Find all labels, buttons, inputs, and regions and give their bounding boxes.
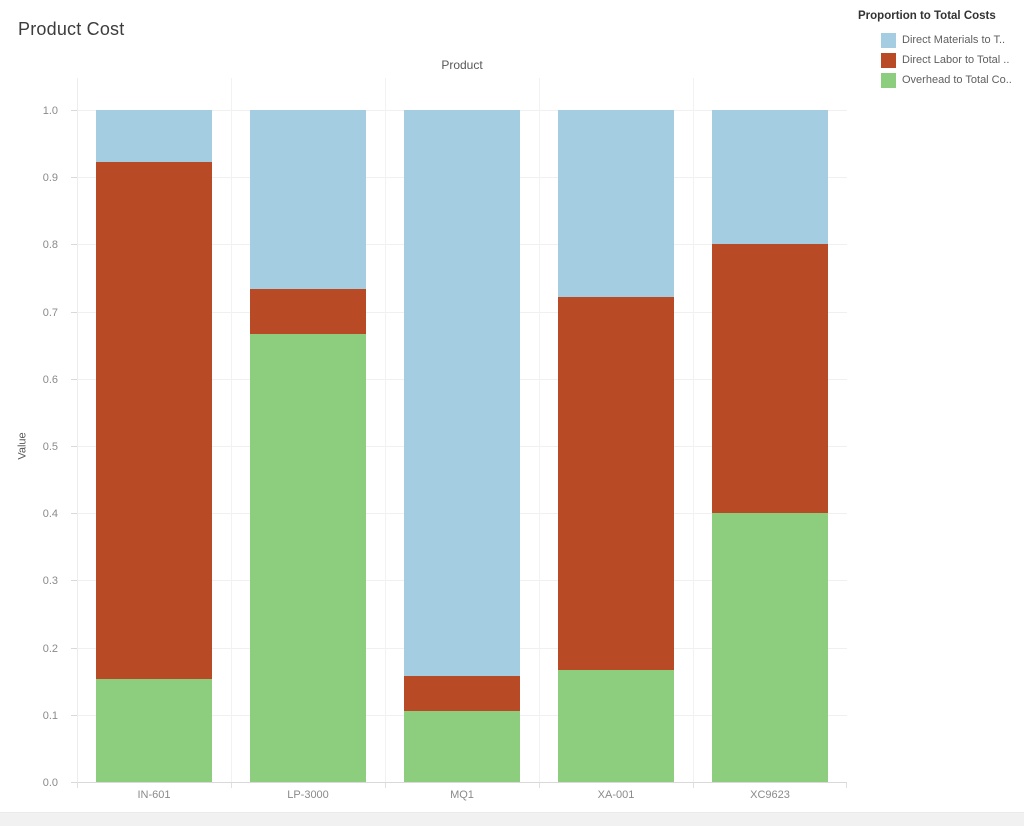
y-tick-mark — [71, 378, 77, 380]
bars-layer — [77, 110, 847, 782]
bar-segment[interactable] — [250, 333, 366, 782]
bar-slot-lp-3000 — [231, 110, 385, 782]
bar-slot-mq1 — [385, 110, 539, 782]
stacked-bar-xa-001 — [558, 110, 674, 782]
x-boundary-tick — [846, 783, 847, 788]
bar-segment[interactable] — [250, 289, 366, 334]
y-tick-label: 0.5 — [42, 441, 58, 453]
bar-segment[interactable] — [712, 244, 828, 514]
x-boundary-tick — [231, 783, 232, 788]
bar-slot-xc9623 — [693, 110, 847, 782]
y-tick-mark — [71, 244, 77, 246]
y-tick-label: 0.0 — [42, 777, 58, 789]
y-tick-mark — [71, 110, 77, 111]
y-tick-label: 0.3 — [42, 575, 58, 588]
x-boundary-tick — [385, 783, 386, 788]
legend-item-direct-labor[interactable]: Direct Labor to Total .. — [858, 50, 1024, 70]
y-tick-mark — [71, 647, 77, 649]
y-tick-mark — [71, 446, 77, 447]
y-tick-label: 0.2 — [42, 642, 58, 655]
legend-item-direct-materials[interactable]: Direct Materials to T.. — [858, 30, 1024, 50]
bar-segment[interactable] — [96, 678, 212, 782]
bar-slot-in-601 — [77, 110, 231, 782]
y-tick-mark — [71, 580, 77, 582]
legend-swatch — [881, 32, 896, 48]
legend-item-label: Direct Labor to Total .. — [902, 54, 1010, 66]
legend-swatch — [881, 72, 896, 88]
bar-segment[interactable] — [558, 110, 674, 297]
legend-swatch — [881, 52, 896, 68]
x-category-label-lp-3000[interactable]: LP-3000 — [287, 789, 329, 801]
legend-title: Proportion to Total Costs — [858, 10, 996, 22]
x-category-label-in-601[interactable]: IN-601 — [137, 789, 171, 801]
bar-segment[interactable] — [250, 110, 366, 290]
x-boundary-tick — [539, 783, 540, 788]
bar-segment[interactable] — [404, 711, 520, 782]
y-tick-label: 0.9 — [42, 172, 58, 185]
y-tick-label: 0.6 — [42, 373, 58, 386]
bar-segment[interactable] — [96, 110, 212, 162]
y-tick-label: 0.1 — [42, 709, 58, 722]
bar-segment[interactable] — [712, 110, 828, 245]
x-boundary-tick — [77, 783, 78, 788]
bar-segment[interactable] — [558, 296, 674, 670]
y-tick-label: 0.4 — [42, 508, 58, 521]
x-category-label-xa-001[interactable]: XA-001 — [597, 789, 635, 801]
viz-title: Product Cost — [18, 19, 125, 39]
y-tick-mark — [71, 513, 77, 515]
y-tick-mark — [71, 311, 77, 313]
y-tick-label: 0.7 — [42, 306, 58, 319]
y-tick-mark — [71, 782, 77, 783]
x-axis-labels: IN-601 LP-3000 MQ1 XA-001 XC9623 — [77, 789, 847, 801]
stacked-bar-in-601 — [96, 110, 212, 782]
y-tick-mark — [71, 177, 77, 179]
x-category-label-mq1[interactable]: MQ1 — [450, 789, 474, 801]
y-tick-label: 0.8 — [42, 239, 58, 252]
column-divider — [693, 78, 694, 782]
bar-segment[interactable] — [404, 110, 520, 676]
x-axis-title: Product — [441, 58, 483, 72]
stacked-bar-xc9623 — [712, 110, 828, 782]
bar-segment[interactable] — [96, 161, 212, 679]
y-tick-label: 1.0 — [42, 105, 58, 117]
y-tick-mark — [71, 714, 77, 716]
legend-item-label: Direct Materials to T.. — [902, 34, 1006, 46]
stacked-bar-mq1 — [404, 110, 520, 782]
column-divider — [385, 78, 386, 782]
bar-segment[interactable] — [404, 675, 520, 712]
legend-item-overhead[interactable]: Overhead to Total Co.. — [858, 70, 1024, 90]
column-divider — [539, 78, 540, 782]
stacked-bar-lp-3000 — [250, 110, 366, 782]
x-boundary-tick — [693, 783, 694, 788]
bar-slot-xa-001 — [539, 110, 693, 782]
legend-item-label: Overhead to Total Co.. — [902, 74, 1012, 86]
x-category-label-xc9623[interactable]: XC9623 — [750, 789, 790, 801]
horizontal-scrollbar[interactable] — [0, 812, 1024, 826]
legend: Proportion to Total Costs Direct Materia… — [858, 10, 1024, 90]
bar-segment[interactable] — [558, 669, 674, 782]
column-divider — [231, 78, 232, 782]
bar-segment[interactable] — [712, 513, 828, 782]
